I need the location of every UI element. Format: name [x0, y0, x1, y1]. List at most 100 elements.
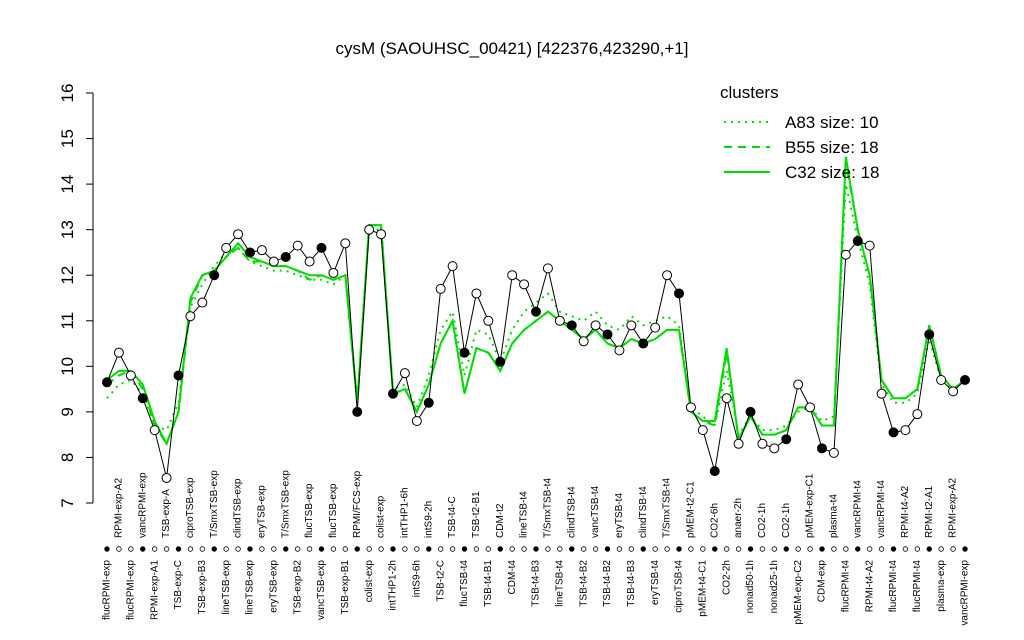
expression-point	[924, 329, 935, 340]
expression-point	[936, 375, 947, 385]
expression-point	[340, 238, 351, 249]
expression-point	[912, 409, 923, 420]
expression-point	[614, 345, 625, 356]
sample-dot	[294, 546, 301, 552]
expression-point	[447, 261, 458, 272]
x-tick-label: vancRPMI-t4	[876, 480, 887, 538]
y-tick-label: 12	[58, 266, 77, 285]
sample-dot	[223, 546, 229, 552]
expression-point	[256, 245, 267, 256]
x-tick-label: eryTSB-t4	[650, 560, 661, 605]
x-tick-label: clindTSB-t4	[566, 486, 577, 538]
x-tick-label: flucTSB-exp	[304, 483, 315, 538]
sample-dot	[330, 546, 337, 552]
x-tick-label: flucRPMI-t4	[912, 560, 923, 613]
expression-point	[209, 270, 220, 281]
sample-dot	[938, 546, 944, 552]
expression-point	[483, 315, 494, 326]
sample-dot	[700, 546, 706, 552]
x-tick-label: T/SmxTSB-exp	[280, 470, 291, 538]
expression-point	[900, 425, 911, 436]
expression-point	[268, 256, 279, 267]
expression-point	[376, 229, 387, 240]
x-tick-label: eryTSB-t4	[614, 493, 625, 538]
sample-dot	[151, 546, 158, 552]
expression-point	[888, 427, 899, 438]
x-tick-label: flucRPMI-t4	[840, 560, 851, 613]
expression-point	[685, 402, 696, 413]
x-tick-label: eryTSB-exp	[268, 560, 279, 613]
expression-point	[948, 386, 959, 397]
expression-point	[638, 338, 649, 349]
sample-dot	[259, 546, 265, 552]
expression-point	[435, 283, 446, 294]
sample-dot	[402, 546, 408, 552]
sample-dot	[485, 546, 492, 552]
x-tick-label: intS9-2h	[423, 501, 434, 538]
sample-dot	[521, 546, 527, 552]
x-tick-label: intTHP1-2h	[388, 560, 399, 611]
sample-dot	[926, 546, 932, 552]
expression-point	[316, 242, 327, 253]
x-tick-label: intS9-6h	[411, 560, 422, 597]
x-tick-label: CDM-t4	[507, 560, 518, 595]
x-tick-label: pMEM-exp-C1	[805, 473, 816, 538]
sample-dot	[557, 546, 563, 552]
sample-dot	[497, 546, 503, 552]
legend-label: A83 size: 10	[785, 113, 879, 132]
expression-point	[233, 229, 244, 240]
expression-point	[817, 443, 827, 454]
y-tick-label: 14	[58, 175, 77, 194]
x-tick-label: ciproTSB-t4	[674, 560, 685, 613]
expression-point	[495, 356, 506, 367]
x-tick-label: anaer-2h	[733, 498, 744, 538]
x-tick-label: CO2-1h	[781, 503, 792, 538]
sample-dot	[569, 546, 575, 552]
x-tick-label: lineTSB-exp	[245, 560, 256, 615]
x-tick-label: CO2-2h	[721, 560, 732, 595]
expression-point	[602, 329, 613, 340]
x-tick-label: T/SmxTSB-t4	[543, 478, 554, 538]
sample-dot	[628, 546, 635, 552]
x-tick-label: ciproTSB-exp	[185, 477, 196, 538]
y-tick-label: 16	[58, 84, 77, 103]
expression-point	[137, 393, 148, 404]
expression-point	[280, 252, 291, 262]
expression-point	[161, 472, 172, 483]
sample-dot	[187, 546, 194, 552]
sample-dot	[676, 546, 682, 552]
x-tick-label: flucRPMI-exp	[102, 560, 113, 620]
sample-dot	[580, 546, 587, 552]
sample-dot	[414, 546, 420, 552]
expression-point	[650, 322, 661, 333]
sample-dot	[461, 546, 468, 552]
x-tick-label: TSB-exp-B1	[340, 560, 351, 615]
expression-point	[328, 267, 339, 278]
sample-dot	[342, 546, 349, 552]
sample-dot	[211, 546, 217, 552]
expression-point	[554, 315, 565, 326]
expression-point	[590, 320, 601, 331]
sample-dot	[473, 546, 480, 552]
x-tick-label: CDM-t2	[495, 503, 506, 538]
x-tick-label: TSB-t2-C	[435, 560, 446, 602]
sample-dot	[283, 546, 289, 552]
sample-dot	[306, 546, 313, 552]
x-tick-label: vancTSB-t4	[590, 485, 601, 538]
expression-point	[709, 466, 720, 477]
expression-point	[674, 288, 684, 299]
expression-point	[626, 320, 637, 331]
chart-title: cysM (SAOUHSC_00421) [422376,423290,+1]	[336, 39, 689, 58]
sample-dot	[712, 546, 718, 552]
sample-dot	[354, 546, 360, 552]
sample-dot	[664, 546, 670, 552]
sample-dot	[509, 546, 515, 552]
sample-dot	[426, 546, 432, 552]
legend-label: B55 size: 18	[785, 138, 879, 157]
expression-point	[519, 279, 530, 290]
x-tick-label: TSB-t4-B2	[578, 560, 589, 607]
x-tick-label: clindTSB-exp	[233, 478, 244, 538]
x-tick-label: TSB-t4-B3	[626, 560, 637, 607]
expression-point	[423, 397, 434, 408]
sample-dot	[950, 546, 956, 552]
